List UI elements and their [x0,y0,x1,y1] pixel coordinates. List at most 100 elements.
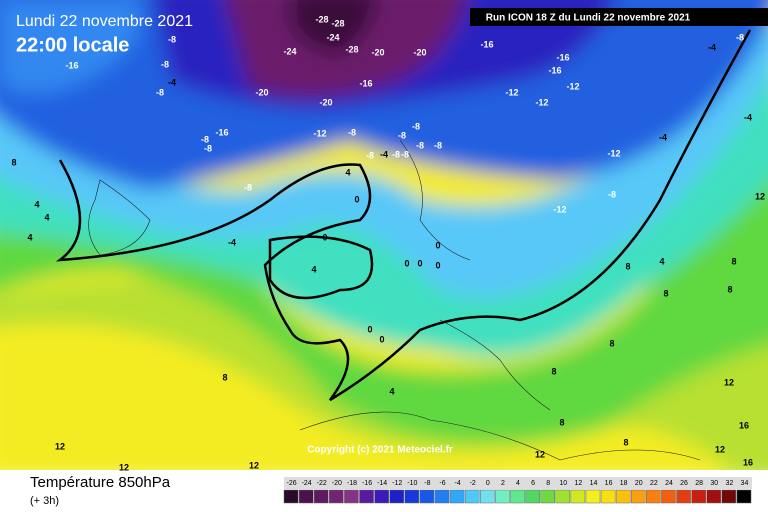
contour-label: 4 [389,386,394,396]
contour-label: 12 [249,460,259,470]
colorbar-swatch [344,489,359,504]
contour-label: 0 [354,194,359,204]
colorbar-swatch [283,489,299,504]
contour-label: -24 [283,46,296,56]
colorbar-tick-label: -12 [392,480,402,487]
colorbar-swatch [419,489,435,504]
contour-label: -8 [736,32,744,42]
colorbar-tick-label: -24 [302,480,312,487]
colorbar-tick-label: 14 [590,480,598,487]
contour-label: -4 [744,112,752,122]
contour-label: -28 [331,18,344,28]
contour-label: 0 [417,258,422,268]
contour-labels: -28 -28-24-24 -28 -20 -20-16-20-20-16-16-8-8… [11,14,765,472]
colorbar-swatch [721,489,737,504]
colorbar-tick-label: 30 [710,480,718,487]
colorbar-swatch [540,489,555,504]
run-info: Run ICON 18 Z du Lundi 22 novembre 2021 [486,13,691,24]
colorbar-tick-label: -14 [377,480,387,487]
contour-label: -4 [380,149,388,159]
contour-label: -16 [65,60,78,70]
contour-label: -20 [319,97,332,107]
contour-label: 4 [659,256,664,266]
contour-label: 0 [435,260,440,270]
colorbar-tick-label: 6 [531,480,535,487]
contour-label: 8 [623,437,628,447]
colorbar: -26 -24 -22 -20 -18 -16 -14 -12 -10 -8 -6 -4 -2 0 2 4 6 8… [283,477,752,504]
contour-label: -8 [366,150,374,160]
variable: Température 850hPa [30,474,171,491]
contour-label: -8 [392,149,400,159]
contour-label: 8 [663,288,668,298]
time: 22:00 locale [16,34,129,56]
contour-label: 12 [535,449,545,459]
contour-label: 12 [755,191,765,201]
contour-label: -24 [326,32,339,42]
colorbar-swatch [706,489,722,504]
colorbar-swatch [374,489,389,504]
colorbar-tick-label: 4 [516,480,520,487]
contour-label: -12 [566,81,579,91]
contour-label: 8 [625,261,630,271]
colorbar-tick-label: 24 [665,480,673,487]
contour-label: 12 [724,377,734,387]
colorbar-tick-label: -20 [332,480,342,487]
colorbar-swatch [404,489,420,504]
colorbar-tick-label: 16 [605,480,613,487]
colorbar-swatch [480,489,495,504]
contour-label: 0 [379,334,384,344]
contour-label: -12 [553,204,566,214]
contour-label: -8 [348,127,356,137]
colorbar-swatch [736,489,752,504]
contour-label: -4 [228,237,236,247]
colorbar-tick-label: -6 [439,480,445,487]
colorbar-tick-label: -16 [362,480,372,487]
copyright: Copyright (c) 2021 Meteociel.fr [307,445,453,456]
colorbar-tick-label: 0 [486,480,490,487]
contour-label: 16 [743,457,753,467]
colorbar-swatch [630,489,646,504]
colorbar-swatch [646,489,661,504]
contour-label: -8 [398,130,406,140]
contour-label: 16 [739,420,749,430]
contour-label: 4 [34,199,39,209]
contour-label: -4 [659,132,667,142]
contour-label: 4 [44,212,49,222]
colorbar-swatch [434,489,450,504]
contour-label: -4 [168,77,176,87]
colorbar-tick-label: 8 [546,480,550,487]
contour-label: -8 [412,121,420,131]
colorbar-swatch [555,489,571,504]
colorbar-tick-label: 32 [725,480,733,487]
contour-label: -20 [413,47,426,57]
colorbar-tick-label: -4 [454,480,460,487]
colorbar-swatch [510,489,525,504]
colorbar-tick-label: 10 [559,480,567,487]
contour-label: 0 [435,240,440,250]
run-banner [470,8,768,26]
contour-label: 8 [731,256,736,266]
contour-label: -8 [608,189,616,199]
temperature-field [0,0,768,480]
colorbar-tick-label: 26 [680,480,688,487]
contour-label: -28 [345,44,358,54]
contour-label: -16 [480,39,493,49]
colorbar-tick-label: -22 [317,480,327,487]
contour-label: 8 [727,284,732,294]
colorbar-swatch [313,489,329,504]
colorbar-swatch [525,489,540,504]
colorbar-tick-label: 22 [650,480,658,487]
colorbar-tick-label: 18 [620,480,628,487]
contour-label: 0 [404,258,409,268]
coastlines [88,139,701,461]
contour-label: -20 [255,87,268,97]
contour-label: -8 [401,149,409,159]
contour-label: -12 [607,148,620,158]
contour-label: -16 [359,78,372,88]
contour-label: -8 [416,140,424,150]
contour-label: -8 [244,182,252,192]
contour-label: 12 [55,441,65,451]
colorbar-swatch [691,489,706,504]
colorbar-tick-label: 2 [501,480,505,487]
contour-label: 0 [367,324,372,334]
